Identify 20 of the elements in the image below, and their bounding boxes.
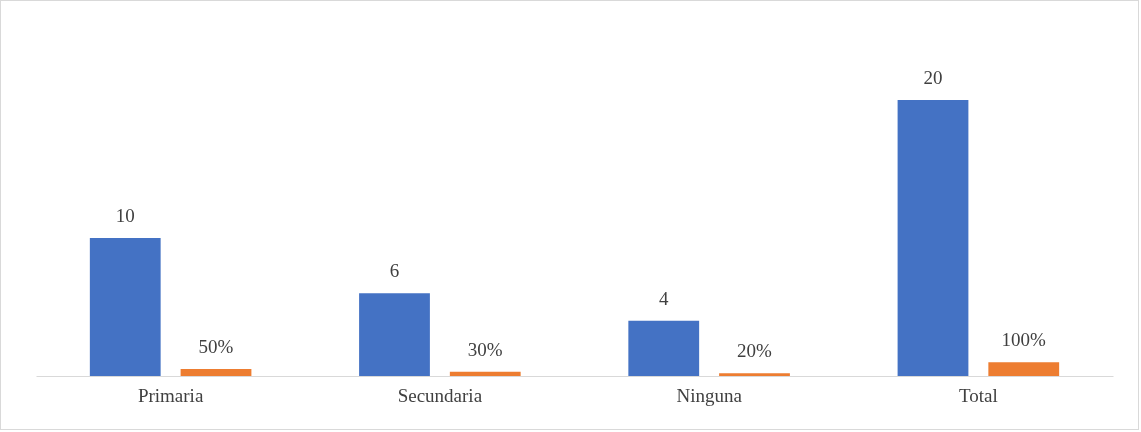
bar: [719, 373, 790, 376]
bar: [180, 369, 252, 376]
data-label: 10: [115, 205, 135, 226]
bar: [359, 293, 430, 376]
data-label: 4: [659, 287, 669, 309]
data-label: 50%: [198, 336, 234, 358]
x-tick-label: Ninguna: [676, 384, 743, 406]
data-label: 20%: [737, 340, 773, 362]
bar: [988, 362, 1060, 376]
data-label: 20: [923, 67, 943, 88]
x-tick-label: Total: [958, 384, 998, 406]
bar: [89, 238, 161, 376]
bar: [449, 371, 521, 376]
x-tick-label: Secundaria: [397, 384, 483, 406]
data-label: 6: [389, 260, 400, 282]
bar: [897, 100, 969, 376]
x-tick-label: Primaria: [137, 384, 204, 406]
bar: [628, 320, 700, 376]
data-label: 30%: [467, 338, 503, 360]
data-label: 100%: [1001, 329, 1047, 351]
